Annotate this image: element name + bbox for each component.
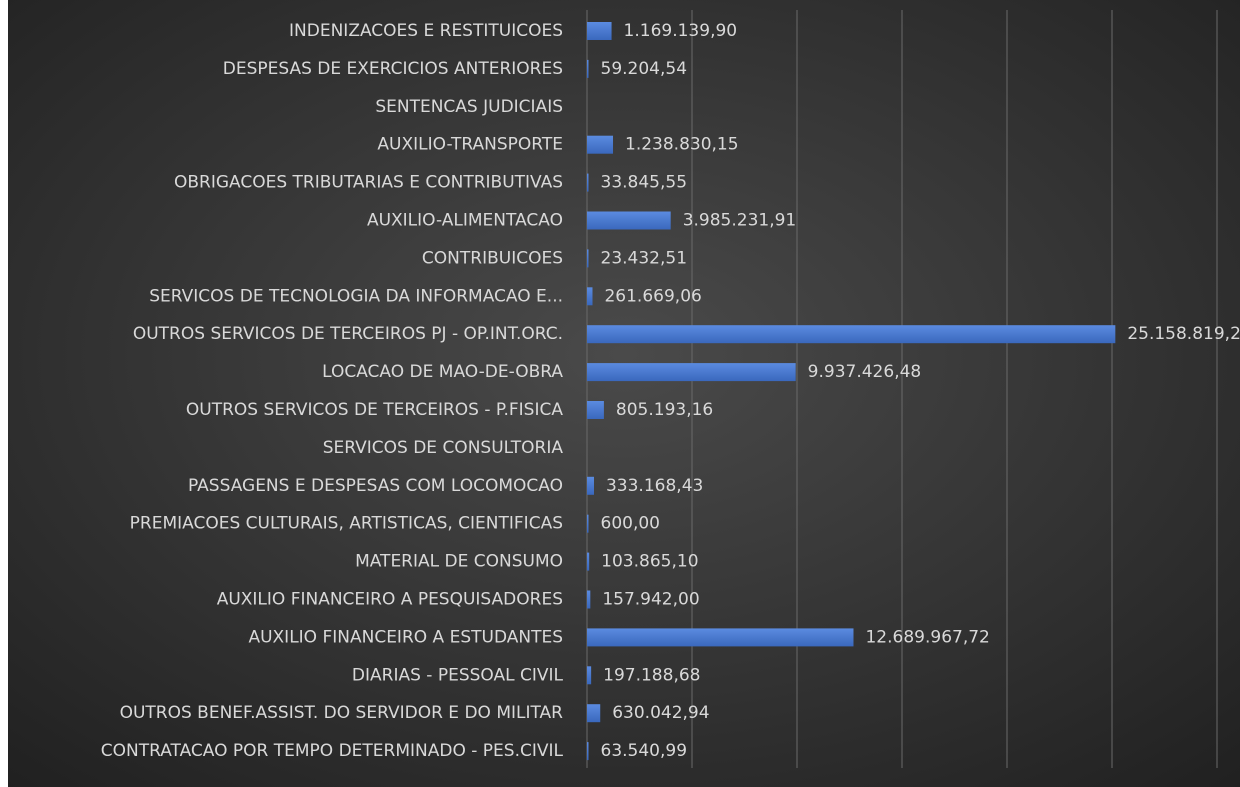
data-label: 630.042,94 [612, 703, 709, 723]
y-tick-label: SERVICOS DE CONSULTORIA [323, 438, 564, 458]
data-label: 23.432,51 [601, 248, 688, 268]
data-label: 9.937.426,48 [808, 362, 922, 382]
bar [587, 476, 594, 495]
bar [587, 59, 589, 78]
bar [587, 135, 614, 154]
bar [587, 628, 854, 647]
y-tick-label: OUTROS SERVICOS DE TERCEIROS PJ - OP.INT… [133, 324, 563, 344]
bar [587, 22, 612, 40]
y-tick-label: DESPESAS DE EXERCICIOS ANTERIORES [223, 59, 563, 79]
bar [587, 211, 671, 230]
bar [587, 325, 1116, 344]
background [8, 0, 1240, 787]
y-tick-label: PREMIACOES CULTURAIS, ARTISTICAS, CIENTI… [130, 514, 563, 534]
data-label: 157.942,00 [602, 590, 699, 610]
data-label: 1.238.830,15 [625, 135, 739, 155]
data-label: 805.193,16 [616, 400, 713, 420]
bar [587, 249, 589, 268]
y-tick-label: INDENIZACOES E RESTITUICOES [289, 21, 563, 41]
y-tick-label: SERVICOS DE TECNOLOGIA DA INFORMACAO E..… [149, 286, 563, 306]
y-tick-label: DIARIAS - PESSOAL CIVIL [352, 665, 564, 685]
y-tick-label: PASSAGENS E DESPESAS COM LOCOMOCAO [188, 476, 563, 496]
y-tick-label: MATERIAL DE CONSUMO [355, 552, 563, 572]
bar [587, 704, 601, 723]
bar [587, 514, 589, 533]
data-label: 63.540,99 [601, 741, 688, 761]
data-label: 25.158.819,26 [1127, 324, 1240, 344]
data-label: 103.865,10 [601, 552, 698, 572]
y-tick-label: CONTRATACAO POR TEMPO DETERMINADO - PES.… [101, 741, 564, 761]
y-tick-label: OBRIGACOES TRIBUTARIAS E CONTRIBUTIVAS [174, 173, 563, 193]
data-label: 1.169.139,90 [624, 21, 738, 41]
y-tick-label: AUXILIO FINANCEIRO A ESTUDANTES [248, 627, 563, 647]
data-label: 12.689.967,72 [865, 627, 989, 647]
bar [587, 287, 593, 306]
bar [587, 552, 590, 571]
y-tick-label: LOCACAO DE MAO-DE-OBRA [322, 362, 563, 382]
bar [587, 590, 591, 609]
bar [587, 742, 589, 761]
data-label: 197.188,68 [603, 665, 700, 685]
data-label: 333.168,43 [606, 476, 703, 496]
bar [587, 401, 604, 419]
data-label: 3.985.231,91 [683, 211, 797, 231]
y-tick-label: AUXILIO-TRANSPORTE [377, 135, 563, 155]
y-tick-label: AUXILIO FINANCEIRO A PESQUISADORES [217, 590, 563, 610]
bar [587, 666, 592, 685]
data-label: 59.204,54 [601, 59, 688, 79]
data-label: 261.669,06 [604, 286, 701, 306]
y-tick-label: SENTENCAS JUDICIAIS [375, 97, 563, 117]
y-tick-label: OUTROS SERVICOS DE TERCEIROS - P.FISICA [186, 400, 563, 420]
data-label: 600,00 [601, 514, 660, 534]
y-tick-label: OUTROS BENEF.ASSIST. DO SERVIDOR E DO MI… [120, 703, 564, 723]
data-label: 33.845,55 [601, 173, 688, 193]
y-tick-label: CONTRIBUICOES [422, 248, 563, 268]
y-tick-label: AUXILIO-ALIMENTACAO [367, 211, 563, 231]
bar [587, 363, 796, 382]
bar [587, 173, 589, 192]
